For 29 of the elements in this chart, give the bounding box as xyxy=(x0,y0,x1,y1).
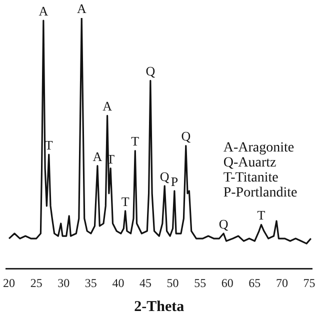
x-tick-label: 20 xyxy=(3,276,16,290)
annotation: P-Portlandite xyxy=(223,185,298,200)
x-tick-label: 35 xyxy=(84,276,97,290)
x-tick-label: 75 xyxy=(303,276,316,290)
x-tick-label: 65 xyxy=(248,276,261,290)
annotation: A xyxy=(92,148,103,164)
x-tick-label: 50 xyxy=(166,276,179,290)
annotation: T xyxy=(257,208,266,223)
x-axis-title: 2-Theta xyxy=(134,298,185,315)
annotation: A xyxy=(38,3,49,18)
annotation: T-Titanite xyxy=(223,170,278,186)
annotation: Q xyxy=(218,216,229,232)
x-tick-label: 70 xyxy=(276,276,288,290)
annotation: Q xyxy=(160,168,170,184)
x-tick-label: 55 xyxy=(194,276,206,290)
annotation: A xyxy=(76,0,87,16)
x-tick-label: 40 xyxy=(112,276,124,290)
annotation: A xyxy=(102,98,113,114)
annotation: T xyxy=(121,194,130,209)
annotation: A-Aragonite xyxy=(223,140,294,156)
x-tick-label: 30 xyxy=(58,276,70,290)
x-tick-label: 60 xyxy=(221,276,234,290)
annotation: Q xyxy=(146,64,156,79)
annotation: Q xyxy=(181,128,192,144)
annotation: T xyxy=(131,134,140,149)
annotation: Q-Auartz xyxy=(223,155,276,170)
x-tick-label: 45 xyxy=(140,276,152,290)
annotation: P xyxy=(170,174,178,189)
x-tick-label: 25 xyxy=(30,276,42,290)
